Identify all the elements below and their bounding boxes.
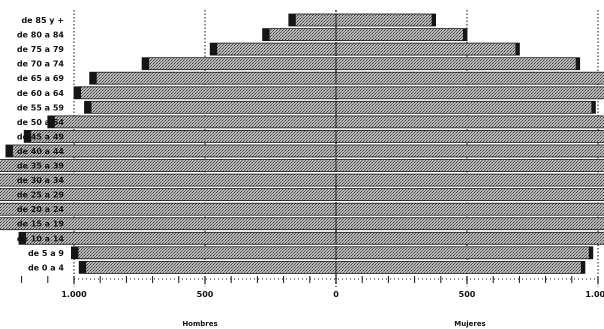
age-group-label-15: de 10 a 14 [17, 234, 65, 243]
age-group-label-10: de 35 a 39 [17, 162, 65, 171]
age-group-label-3: de 70 a 74 [17, 60, 65, 69]
left-series-label: Hombres [182, 320, 217, 328]
bar-hombres-6 [84, 100, 337, 114]
grid-layer [73, 10, 599, 287]
bar-mujeres-16 [335, 246, 594, 260]
bar-hombres-1 [262, 28, 337, 42]
bar-mujeres-17 [335, 260, 586, 274]
age-group-label-6: de 55 a 59 [17, 103, 65, 112]
bar-mujeres-8 [335, 129, 604, 143]
bar-hombres-8 [23, 129, 337, 143]
age-group-label-17: de 0 a 4 [28, 263, 64, 272]
bar-hombres-17 [78, 260, 337, 274]
bar-mujeres-14 [335, 217, 604, 231]
bars-layer [0, 13, 604, 274]
bar-hombres-edge-15 [19, 232, 26, 245]
bar-mujeres-edge-17 [580, 261, 585, 274]
category-labels: de 85 y + de 80 a 84 de 75 a 79 de 70 a 74 d… [17, 16, 65, 272]
bar-mujeres-edge-16 [588, 246, 593, 259]
age-group-label-2: de 75 a 79 [17, 45, 65, 54]
bar-hombres-edge-3 [142, 57, 150, 70]
bar-hombres-edge-17 [79, 261, 87, 274]
bar-mujeres-edge-2 [515, 43, 520, 56]
bar-hombres-7 [47, 115, 337, 129]
bar-mujeres-edge-0 [431, 14, 436, 26]
bar-hombres-edge-16 [71, 246, 79, 259]
x-tick-label-3: 500 [197, 290, 214, 299]
bar-hombres-edge-1 [262, 28, 270, 41]
bar-hombres-4 [89, 71, 337, 85]
age-group-label-0: de 85 y + [21, 16, 64, 25]
bar-mujeres-7 [335, 115, 604, 129]
bar-mujeres-1 [335, 28, 468, 42]
bar-hombres-0 [288, 13, 337, 27]
x-tick-label-4: 0 [333, 290, 339, 299]
bar-mujeres-edge-3 [575, 57, 580, 70]
bar-mujeres-13 [335, 202, 604, 216]
bar-hombres-edge-2 [210, 43, 218, 56]
bar-hombres-2 [209, 42, 337, 56]
age-group-label-7: de 50 a 54 [17, 118, 65, 127]
x-tick-label-6: 1.000 [585, 290, 604, 299]
bar-mujeres-3 [335, 57, 581, 71]
bar-hombres-edge-4 [89, 72, 97, 85]
bar-hombres-edge-6 [84, 101, 92, 114]
bar-mujeres-12 [335, 188, 604, 202]
bar-hombres-3 [141, 57, 337, 71]
age-group-label-16: de 5 a 9 [28, 249, 64, 258]
age-group-label-12: de 25 a 29 [17, 191, 65, 200]
age-group-label-11: de 30 a 34 [17, 176, 65, 185]
bar-mujeres-10 [335, 159, 604, 172]
age-group-label-14: de 15 a 19 [17, 220, 65, 229]
age-group-label-5: de 60 a 64 [17, 89, 65, 98]
bar-mujeres-4 [335, 71, 604, 85]
age-group-label-13: de 20 a 24 [17, 205, 65, 214]
age-group-label-1: de 80 a 84 [17, 31, 65, 40]
age-group-label-8: de 45 a 49 [17, 132, 65, 141]
bar-mujeres-edge-1 [463, 28, 467, 41]
bar-mujeres-edge-6 [591, 101, 596, 114]
x-tick-label-5: 500 [459, 290, 476, 299]
bar-hombres-5 [73, 86, 337, 100]
bar-hombres-16 [71, 246, 337, 260]
bar-hombres-edge-8 [24, 130, 32, 143]
age-group-label-4: de 65 a 69 [17, 74, 65, 83]
bar-mujeres-0 [335, 13, 436, 27]
bar-hombres-edge-0 [288, 14, 296, 26]
bar-mujeres-5 [335, 86, 604, 100]
x-tick-label-2: 1.000 [61, 290, 87, 299]
bar-mujeres-11 [335, 173, 604, 187]
bar-hombres-edge-5 [74, 86, 81, 99]
bar-hombres-15 [18, 231, 337, 245]
bar-mujeres-6 [335, 100, 596, 114]
bar-mujeres-9 [335, 144, 604, 158]
bar-mujeres-2 [335, 42, 520, 56]
bar-hombres-edge-7 [47, 115, 55, 128]
bar-mujeres-15 [335, 231, 604, 245]
right-series-label: Mujeres [454, 320, 485, 328]
bar-hombres-edge-9 [5, 145, 13, 157]
age-group-label-9: de 40 a 44 [17, 147, 65, 156]
